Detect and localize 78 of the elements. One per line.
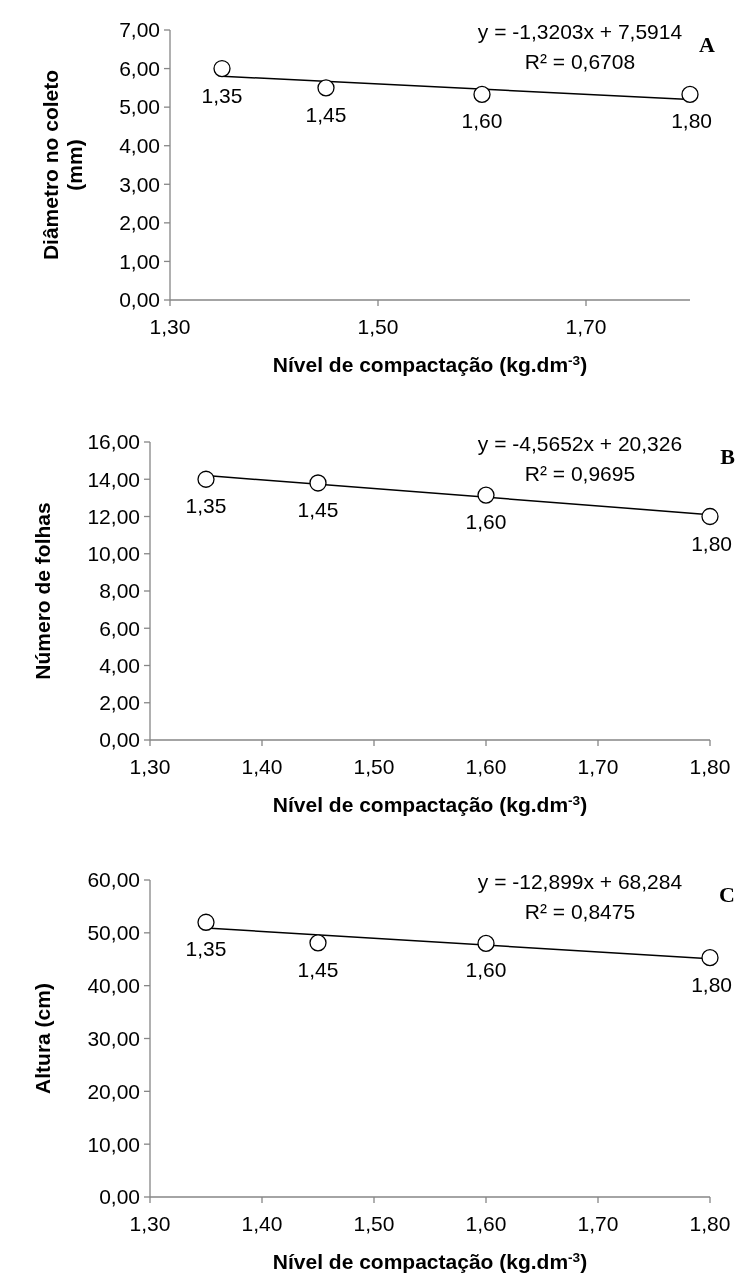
annotation: 1,45 <box>297 957 339 981</box>
text: A <box>699 31 716 57</box>
y-axis-title: Número de folhas <box>31 502 54 680</box>
point <box>701 507 719 526</box>
y-tick-label: 0,00 <box>99 1185 140 1209</box>
point <box>473 85 491 104</box>
x-tick-label: 1,30 <box>149 315 191 338</box>
x-tick-label: 1,70 <box>577 1212 619 1235</box>
annotation: R² = 0,8475 <box>524 900 636 924</box>
y-tick-label: 6,00 <box>119 56 160 80</box>
x-tick-label: 1,30 <box>129 1212 171 1235</box>
y-tick-label: 10,00 <box>87 1132 140 1156</box>
annotation: 1,35 <box>185 937 227 961</box>
annotation: R² = 0,6708 <box>524 50 636 74</box>
text: C <box>719 881 735 907</box>
y-tick-label: 7,00 <box>119 18 160 42</box>
point <box>701 949 719 967</box>
annotation: 1,35 <box>185 494 227 518</box>
y-tick-label: 4,00 <box>99 653 140 677</box>
x-tick-label: 1,70 <box>577 755 619 778</box>
y-tick-label: 16,00 <box>87 430 140 454</box>
annotation: y = -4,5652x + 20,326 <box>477 432 683 456</box>
x-tick-label: 1,30 <box>129 755 171 778</box>
y-tick-label: 60,00 <box>87 868 140 892</box>
y-tick-label: 2,00 <box>99 691 140 715</box>
y-tick-label: 2,00 <box>119 211 160 235</box>
point <box>197 470 215 488</box>
y-axis-title: Diâmetro no coleto (mm) <box>39 69 86 261</box>
y-tick-label: 50,00 <box>87 921 140 945</box>
x-axis-title: Nível de compactação (kg.dm$^{-3}$) <box>272 792 588 816</box>
annotation: R² = 0,9695 <box>524 462 636 486</box>
x-tick-label: 1,80 <box>689 755 731 778</box>
x-tick-label: 1,80 <box>689 1212 731 1235</box>
annotation: 1,60 <box>461 109 503 133</box>
annotation: 1,45 <box>305 102 347 126</box>
x-tick-label: 1,60 <box>465 1212 507 1235</box>
y-tick-label: 14,00 <box>87 467 140 491</box>
annotation: 1,60 <box>465 510 507 534</box>
point <box>309 474 327 492</box>
y-tick-label: 10,00 <box>87 542 140 566</box>
x-axis-title: Nível de compactação (kg.dm$^{-3}$) <box>272 352 588 376</box>
y-tick-label: 12,00 <box>87 504 140 528</box>
x-tick-label: 1,50 <box>353 1212 395 1235</box>
point <box>213 59 231 78</box>
point <box>477 934 495 953</box>
annotation: y = -12,899x + 68,284 <box>477 870 683 894</box>
annotation: y = -1,3203x + 7,5914 <box>477 20 683 44</box>
point <box>317 79 335 97</box>
annotation: 1,45 <box>297 497 339 521</box>
x-tick-label: 1,50 <box>353 755 395 778</box>
y-tick-label: 0,00 <box>119 288 160 312</box>
y-tick-label: 20,00 <box>87 1079 140 1103</box>
y-tick-label: 6,00 <box>99 616 140 640</box>
point <box>309 934 327 952</box>
y-tick-label: 5,00 <box>119 95 160 119</box>
annotation: 1,80 <box>671 109 712 133</box>
y-tick-label: 8,00 <box>99 579 140 603</box>
point <box>197 913 215 931</box>
x-tick-label: 1,70 <box>565 315 607 338</box>
annotation: 1,60 <box>465 958 507 982</box>
text: B <box>720 443 736 469</box>
annotation: 1,80 <box>691 972 732 996</box>
y-tick-label: 0,00 <box>99 728 140 752</box>
y-tick-label: 3,00 <box>119 172 160 196</box>
point <box>477 486 495 504</box>
point <box>681 85 699 104</box>
annotation: 1,80 <box>691 531 732 555</box>
x-axis-title: Nível de compactação (kg.dm$^{-3}$) <box>272 1249 588 1273</box>
y-tick-label: 40,00 <box>87 974 140 998</box>
y-tick-label: 1,00 <box>119 249 160 273</box>
y-tick-label: 4,00 <box>119 134 160 158</box>
x-tick-label: 1,40 <box>241 1212 283 1235</box>
y-tick-label: 30,00 <box>87 1026 140 1050</box>
annotation: 1,35 <box>201 83 243 107</box>
y-axis-title: Altura (cm) <box>31 983 54 1094</box>
x-tick-label: 1,50 <box>357 315 399 338</box>
x-tick-label: 1,40 <box>241 755 283 778</box>
x-tick-label: 1,60 <box>465 755 507 778</box>
